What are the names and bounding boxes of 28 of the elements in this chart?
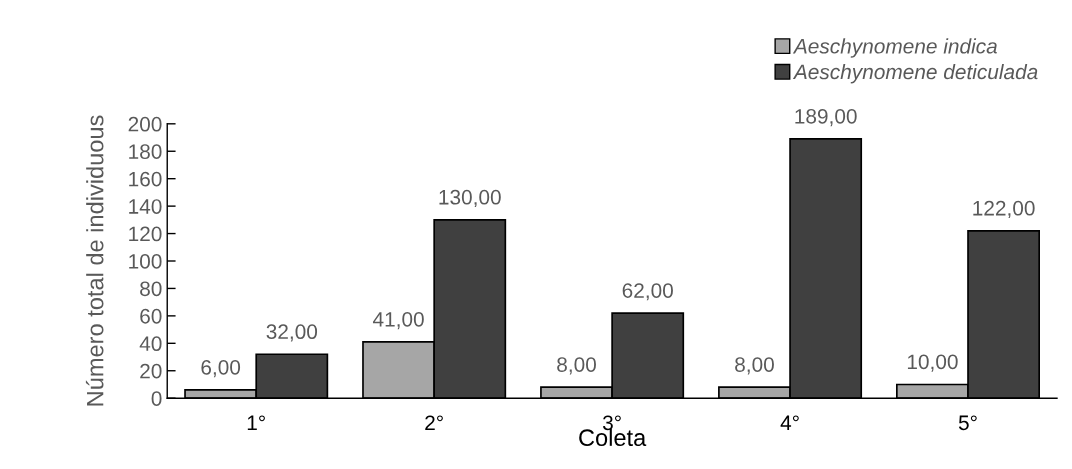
x-tick-label: 4° (780, 415, 799, 430)
data-label: 189,00 (795, 108, 857, 127)
data-label: 10,00 (907, 354, 958, 372)
y-tick-label: 160 (129, 171, 162, 187)
data-label: 8,00 (735, 357, 774, 375)
x-tick-label: 1° (247, 415, 265, 430)
y-tick-label: 60 (140, 308, 162, 324)
data-label: 122,00 (973, 200, 1035, 219)
y-tick-label: 120 (129, 226, 162, 242)
data-label: 41,00 (372, 311, 424, 330)
data-label: 130,00 (439, 189, 501, 208)
x-tick-label: 5° (958, 415, 977, 431)
data-label: 8,00 (557, 357, 596, 375)
y-tick-label: 200 (128, 116, 162, 132)
y-tick-label: 180 (129, 144, 162, 160)
y-tick-label: 0 (151, 391, 162, 406)
y-tick-label: 80 (140, 281, 162, 297)
x-tick-label: 2° (425, 415, 443, 430)
data-label: 32,00 (266, 324, 318, 342)
y-axis-title: Número total de individuous (85, 115, 104, 406)
y-tick-label: 100 (129, 254, 162, 269)
legend-label: Aeschynomene deticulada (792, 63, 1038, 84)
y-tick-label: 140 (129, 199, 162, 214)
data-label: 6,00 (201, 359, 241, 378)
y-tick-label: 40 (139, 336, 162, 352)
data-label: 62,00 (622, 283, 673, 301)
y-tick-label: 20 (140, 363, 162, 379)
legend-label: Aeschynomene indica (792, 38, 997, 58)
